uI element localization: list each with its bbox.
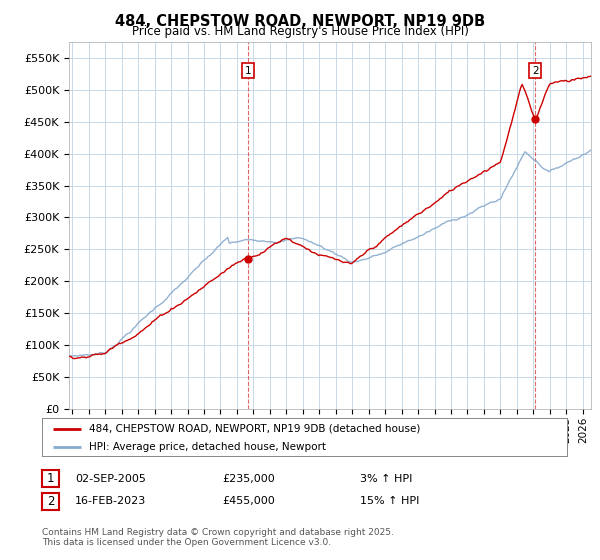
- Text: 16-FEB-2023: 16-FEB-2023: [75, 496, 146, 506]
- Text: £235,000: £235,000: [222, 474, 275, 484]
- Text: Price paid vs. HM Land Registry's House Price Index (HPI): Price paid vs. HM Land Registry's House …: [131, 25, 469, 38]
- Text: HPI: Average price, detached house, Newport: HPI: Average price, detached house, Newp…: [89, 442, 326, 452]
- Text: 15% ↑ HPI: 15% ↑ HPI: [360, 496, 419, 506]
- Text: 2: 2: [47, 494, 54, 508]
- Text: £455,000: £455,000: [222, 496, 275, 506]
- Text: 1: 1: [245, 66, 251, 76]
- Text: 484, CHEPSTOW ROAD, NEWPORT, NP19 9DB (detached house): 484, CHEPSTOW ROAD, NEWPORT, NP19 9DB (d…: [89, 424, 421, 434]
- Text: 2: 2: [532, 66, 539, 76]
- Text: 1: 1: [47, 472, 54, 486]
- Text: Contains HM Land Registry data © Crown copyright and database right 2025.
This d: Contains HM Land Registry data © Crown c…: [42, 528, 394, 547]
- Text: 02-SEP-2005: 02-SEP-2005: [75, 474, 146, 484]
- Text: 3% ↑ HPI: 3% ↑ HPI: [360, 474, 412, 484]
- Text: 484, CHEPSTOW ROAD, NEWPORT, NP19 9DB: 484, CHEPSTOW ROAD, NEWPORT, NP19 9DB: [115, 14, 485, 29]
